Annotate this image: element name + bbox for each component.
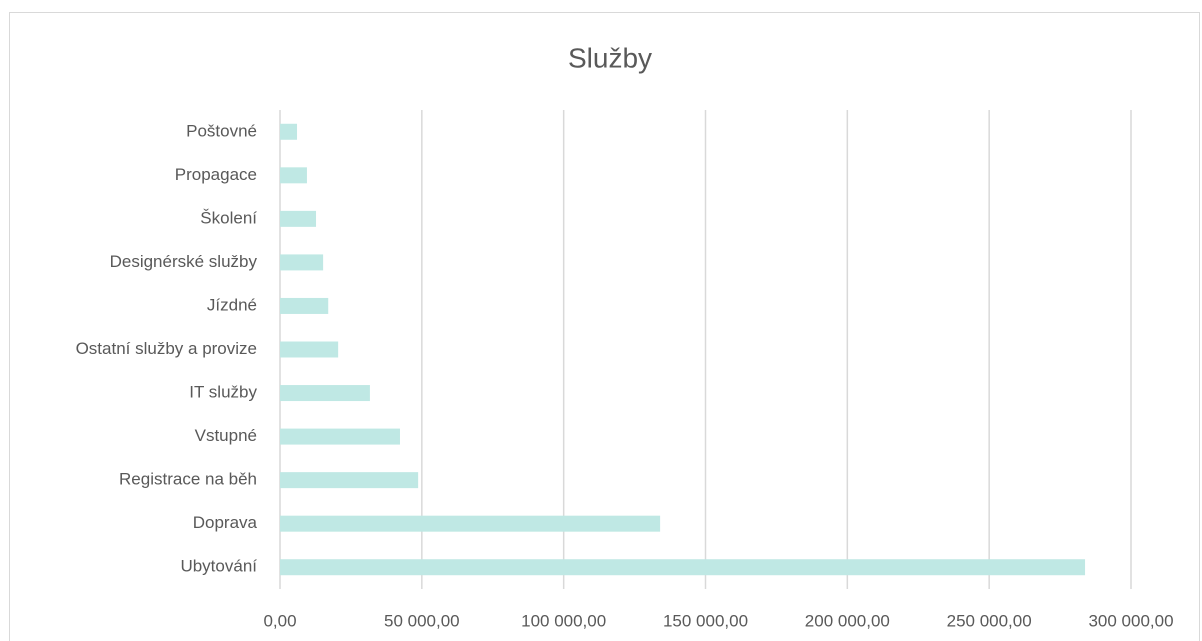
- y-tick-label: Propagace: [175, 165, 257, 184]
- bar: [280, 559, 1086, 576]
- chart-border: [9, 12, 1200, 641]
- y-tick-label: Registrace na běh: [119, 470, 257, 489]
- x-tick-label: 150 000,00: [663, 611, 748, 630]
- bar: [280, 123, 298, 140]
- bar: [280, 210, 317, 227]
- y-tick-label: IT služby: [189, 383, 257, 402]
- y-tick-label: Ubytování: [180, 557, 257, 576]
- y-tick-label: Školení: [200, 208, 257, 227]
- x-tick-label: 200 000,00: [805, 611, 890, 630]
- bar: [280, 341, 339, 358]
- bar: [280, 297, 329, 314]
- x-tick-label: 0,00: [263, 611, 296, 630]
- bar: [280, 385, 370, 402]
- y-tick-label: Jízdné: [207, 295, 257, 314]
- y-tick-label: Designérské služby: [110, 252, 258, 271]
- bar: [280, 167, 307, 184]
- x-tick-label: 100 000,00: [521, 611, 606, 630]
- bar: [280, 254, 324, 271]
- bar: [280, 515, 661, 532]
- y-tick-label: Doprava: [193, 513, 258, 532]
- y-tick-label: Vstupné: [195, 426, 257, 445]
- x-tick-label: 250 000,00: [947, 611, 1032, 630]
- x-tick-label: 50 000,00: [384, 611, 460, 630]
- bar: [280, 472, 419, 489]
- x-tick-label: 300 000,00: [1088, 611, 1173, 630]
- y-tick-label: Poštovné: [186, 121, 257, 140]
- chart-title: Služby: [568, 42, 652, 73]
- bar: [280, 428, 400, 445]
- y-tick-label: Ostatní služby a provize: [76, 339, 257, 358]
